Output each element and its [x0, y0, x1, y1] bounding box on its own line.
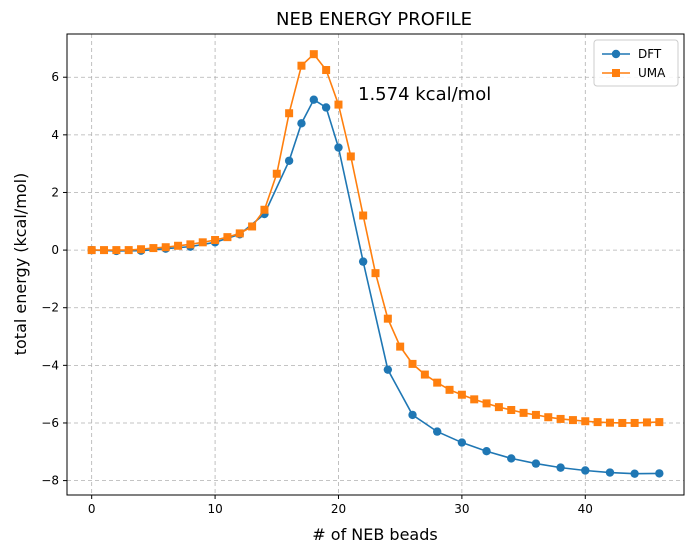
data-point-dft — [507, 454, 516, 463]
data-point-uma — [87, 246, 96, 255]
data-point-uma — [186, 240, 195, 249]
data-point-uma — [396, 342, 405, 351]
data-point-dft — [482, 447, 491, 456]
data-point-uma — [482, 399, 491, 408]
data-point-uma — [297, 61, 306, 70]
data-point-uma — [100, 246, 109, 255]
data-point-dft — [605, 468, 615, 477]
legend-label: DFT — [638, 47, 662, 61]
data-point-uma — [383, 314, 392, 323]
data-point-uma — [248, 222, 257, 231]
data-point-dft — [581, 466, 590, 475]
data-point-uma — [556, 414, 565, 423]
data-point-dft — [383, 365, 393, 374]
data-point-uma — [630, 418, 639, 427]
data-point-uma — [149, 244, 158, 253]
y-tick-label: 6 — [51, 70, 59, 84]
data-point-dft — [284, 156, 294, 165]
data-point-uma — [581, 417, 590, 426]
data-point-dft — [358, 257, 368, 266]
y-tick-label: −6 — [41, 416, 59, 430]
legend-item-dft: DFT — [602, 47, 662, 61]
data-point-uma — [433, 378, 442, 387]
legend-marker — [611, 49, 621, 59]
y-tick-label: −4 — [41, 358, 59, 372]
data-point-dft — [433, 427, 442, 436]
data-point-uma — [531, 410, 540, 419]
legend-label: UMA — [638, 66, 666, 80]
data-point-uma — [260, 205, 269, 214]
data-point-uma — [124, 246, 133, 255]
data-point-uma — [359, 211, 368, 220]
data-point-dft — [457, 438, 467, 447]
data-point-uma — [137, 245, 146, 254]
data-point-uma — [223, 233, 232, 242]
data-point-uma — [272, 169, 281, 178]
data-point-uma — [457, 390, 466, 399]
data-point-uma — [285, 109, 294, 118]
legend-item-uma: UMA — [602, 66, 666, 80]
data-point-dft — [321, 103, 331, 112]
x-tick-label: 10 — [207, 502, 222, 516]
chart-title: NEB ENERGY PROFILE — [276, 9, 472, 30]
data-point-uma — [112, 246, 121, 255]
data-point-uma — [235, 229, 244, 238]
data-point-dft — [630, 469, 639, 478]
series-uma — [87, 50, 664, 427]
x-tick-label: 20 — [331, 502, 346, 516]
y-tick-label: −8 — [41, 474, 59, 488]
x-tick-label: 40 — [578, 502, 593, 516]
x-axis-label: # of NEB beads — [312, 525, 437, 544]
data-point-uma — [655, 418, 664, 427]
data-point-uma — [309, 50, 318, 59]
x-tick-label: 30 — [454, 502, 469, 516]
data-point-uma — [346, 152, 355, 161]
y-tick-label: 4 — [51, 128, 59, 142]
y-axis-label: total energy (kcal/mol) — [11, 173, 30, 356]
data-point-uma — [445, 385, 454, 394]
data-point-uma — [642, 418, 651, 427]
grid-layer — [67, 34, 684, 495]
data-point-uma — [420, 370, 429, 379]
data-point-uma — [211, 236, 220, 245]
data-point-dft — [531, 459, 541, 468]
data-point-dft — [556, 463, 565, 472]
data-point-uma — [618, 418, 627, 427]
data-point-dft — [334, 143, 343, 152]
data-point-dft — [408, 410, 417, 420]
data-point-uma — [605, 418, 614, 427]
data-point-uma — [507, 406, 516, 415]
x-tick-label: 0 — [88, 502, 96, 516]
tick-layer: 0 10 20 30 40 −8 −6 −4 −2 0 2 4 6 — [41, 70, 593, 516]
data-point-uma — [174, 241, 183, 250]
data-point-dft — [309, 95, 318, 104]
data-point-uma — [334, 100, 343, 109]
data-point-dft — [297, 119, 306, 128]
y-tick-label: −2 — [41, 301, 59, 315]
data-point-uma — [470, 395, 479, 404]
data-point-dft — [655, 469, 664, 478]
data-point-uma — [408, 359, 417, 368]
data-point-uma — [494, 403, 503, 412]
data-point-uma — [519, 408, 528, 417]
plot-frame — [66, 33, 685, 496]
series-layer — [87, 50, 664, 478]
data-point-uma — [322, 66, 331, 75]
data-point-uma — [568, 416, 577, 425]
legend-box — [593, 39, 679, 87]
annotation-label: 1.574 kcal/mol — [358, 84, 491, 105]
y-tick-label: 0 — [51, 243, 59, 257]
y-tick-label: 2 — [51, 185, 59, 199]
data-point-uma — [161, 243, 170, 252]
data-point-uma — [198, 238, 207, 247]
data-point-uma — [371, 269, 380, 278]
data-point-uma — [544, 413, 553, 422]
legend-marker — [612, 69, 620, 77]
data-point-uma — [593, 418, 602, 427]
legend: DFT UMA — [593, 39, 679, 87]
